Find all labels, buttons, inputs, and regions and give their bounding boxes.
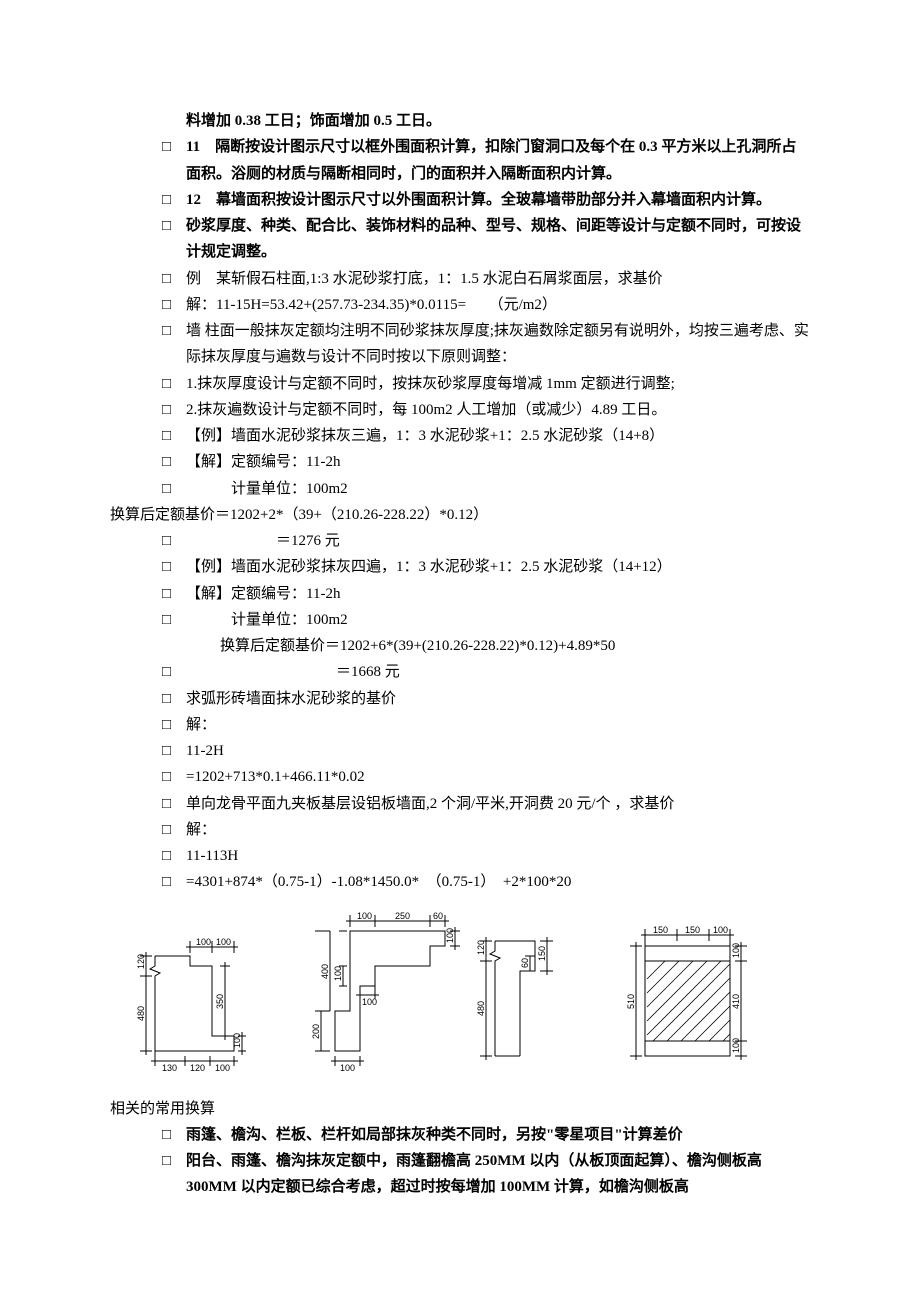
svg-text:120: 120 <box>476 939 486 954</box>
bullet-icon: □ <box>162 397 186 423</box>
svg-text:510: 510 <box>626 993 636 1008</box>
bullet-icon: □ <box>162 292 186 318</box>
list-item-result1: □ ＝1276 元 <box>162 528 810 554</box>
technical-diagrams: 100 100 120 480 350 100 130 120 100 <box>120 906 790 1086</box>
svg-text:100: 100 <box>357 911 372 921</box>
list-item-example3: □ 【例】墙面水泥砂浆抹灰四遍，1：3 水泥砂浆+1：2.5 水泥砂浆（14+1… <box>162 554 810 580</box>
bullet-icon: □ <box>162 1122 186 1148</box>
bullet-icon: □ <box>162 791 186 817</box>
bullet-icon: □ <box>162 266 186 292</box>
list-item-rule1: □ 1.抹灰厚度设计与定额不同时，按抹灰砂浆厚度每增减 1mm 定额进行调整; <box>162 371 810 397</box>
bullet-icon: □ <box>162 476 186 502</box>
list-item-rule2: □ 2.抹灰遍数设计与定额不同时，每 100m2 人工增加（或减少）4.89 工… <box>162 397 810 423</box>
list-item-conv1: □ 雨篷、檐沟、栏板、栏杆如局部抹灰种类不同时，另按"零星项目"计算差价 <box>162 1122 810 1148</box>
svg-text:100: 100 <box>445 927 455 942</box>
list-item-unit1: □ 计量单位：100m2 <box>162 476 810 502</box>
svg-text:100: 100 <box>362 997 377 1007</box>
bullet-icon: □ <box>162 581 186 607</box>
list-item-example2: □ 【例】墙面水泥砂浆抹灰三遍，1：3 水泥砂浆+1：2.5 水泥砂浆（14+8… <box>162 423 810 449</box>
bullet-icon: □ <box>162 764 186 790</box>
svg-text:100: 100 <box>216 937 231 947</box>
bullet-icon: □ <box>162 869 186 895</box>
list-item-12: □ 12 幕墙面积按设计图示尺寸以外围面积计算。全玻幕墙带肋部分并入幕墙面积内计… <box>162 187 810 213</box>
svg-text:100: 100 <box>232 1032 242 1047</box>
svg-text:100: 100 <box>713 925 728 935</box>
svg-text:100: 100 <box>731 942 741 957</box>
bullet-icon: □ <box>162 712 186 738</box>
diagram-svg: 100 100 120 480 350 100 130 120 100 <box>120 906 820 1086</box>
formula-line1: 换算后定额基价＝1202+2*（39+（210.26-228.22）*0.12） <box>110 502 810 528</box>
list-item-112h: □ 11-2H <box>162 738 810 764</box>
list-item-solution1: □ 解：11-15H=53.42+(257.73-234.35)*0.0115=… <box>162 292 810 318</box>
section-heading: 相关的常用换算 <box>110 1096 810 1122</box>
list-item-11113h: □ 11-113H <box>162 843 810 869</box>
list-item-mortar: □ 砂浆厚度、种类、配合比、装饰材料的品种、型号、规格、间距等设计与定额不同时，… <box>162 213 810 266</box>
continuation-text: 料增加 0.38 工日；饰面增加 0.5 工日。 <box>186 108 810 134</box>
svg-text:250: 250 <box>395 911 410 921</box>
bullet-icon: □ <box>162 134 186 187</box>
svg-text:100: 100 <box>333 965 343 980</box>
svg-text:60: 60 <box>520 957 530 967</box>
svg-text:400: 400 <box>320 963 330 978</box>
list-item-sol-arc: □ 解： <box>162 712 810 738</box>
svg-text:100: 100 <box>196 937 211 947</box>
svg-text:200: 200 <box>311 1023 321 1038</box>
svg-text:150: 150 <box>537 945 547 960</box>
bullet-icon: □ <box>162 607 186 633</box>
list-item-sol-keel: □ 解： <box>162 817 810 843</box>
list-item-conv2: □ 阳台、雨篷、檐沟抹灰定额中，雨篷翻檐高 250MM 以内（从板顶面起算）、檐… <box>162 1148 810 1201</box>
svg-text:150: 150 <box>653 925 668 935</box>
list-item-example1: □ 例 某斩假石柱面,1:3 水泥砂浆打底，1：1.5 水泥白石屑浆面层，求基价 <box>162 266 810 292</box>
bullet-icon: □ <box>162 213 186 266</box>
bullet-icon: □ <box>162 686 186 712</box>
bullet-icon: □ <box>162 449 186 475</box>
svg-text:130: 130 <box>162 1063 177 1073</box>
svg-text:150: 150 <box>685 925 700 935</box>
svg-text:120: 120 <box>190 1063 205 1073</box>
list-item-result2: □ ＝1668 元 <box>162 659 810 685</box>
svg-text:480: 480 <box>476 1000 486 1015</box>
svg-text:480: 480 <box>136 1005 146 1020</box>
bullet-icon: □ <box>162 371 186 397</box>
bullet-icon: □ <box>162 528 186 554</box>
list-item-arc: □ 求弧形砖墙面抹水泥砂浆的基价 <box>162 686 810 712</box>
svg-text:100: 100 <box>215 1063 230 1073</box>
svg-text:60: 60 <box>433 911 443 921</box>
formula-line2: 换算后定额基价＝1202+6*(39+(210.26-228.22)*0.12)… <box>220 633 810 659</box>
bullet-icon: □ <box>162 659 186 685</box>
svg-text:100: 100 <box>340 1063 355 1073</box>
list-item-keel: □ 单向龙骨平面九夹板基层设铝板墙面,2 个洞/平米,开洞费 20 元/个 ，求… <box>162 791 810 817</box>
bullet-icon: □ <box>162 817 186 843</box>
svg-text:350: 350 <box>215 993 225 1008</box>
bullet-icon: □ <box>162 187 186 213</box>
list-item-11: □ 11 隔断按设计图示尺寸以框外围面积计算，扣除门窗洞口及每个在 0.3 平方… <box>162 134 810 187</box>
bullet-icon: □ <box>162 738 186 764</box>
svg-text:410: 410 <box>731 993 741 1008</box>
bullet-icon: □ <box>162 554 186 580</box>
bullet-icon: □ <box>162 318 186 371</box>
list-item-solution3: □ 【解】定额编号：11-2h <box>162 581 810 607</box>
svg-text:100: 100 <box>731 1037 741 1052</box>
bullet-icon: □ <box>162 1148 186 1201</box>
list-item-calc2: □ =4301+874*（0.75-1）-1.08*1450.0* （0.75-… <box>162 869 810 895</box>
bullet-icon: □ <box>162 843 186 869</box>
list-item-calc1: □ =1202+713*0.1+466.11*0.02 <box>162 764 810 790</box>
list-item-wall-column: □ 墙 柱面一般抹灰定额均注明不同砂浆抹灰厚度;抹灰遍数除定额另有说明外，均按三… <box>162 318 810 371</box>
bullet-icon: □ <box>162 423 186 449</box>
list-item-unit2: □ 计量单位：100m2 <box>162 607 810 633</box>
svg-text:120: 120 <box>136 953 146 968</box>
list-item-solution2: □ 【解】定额编号：11-2h <box>162 449 810 475</box>
